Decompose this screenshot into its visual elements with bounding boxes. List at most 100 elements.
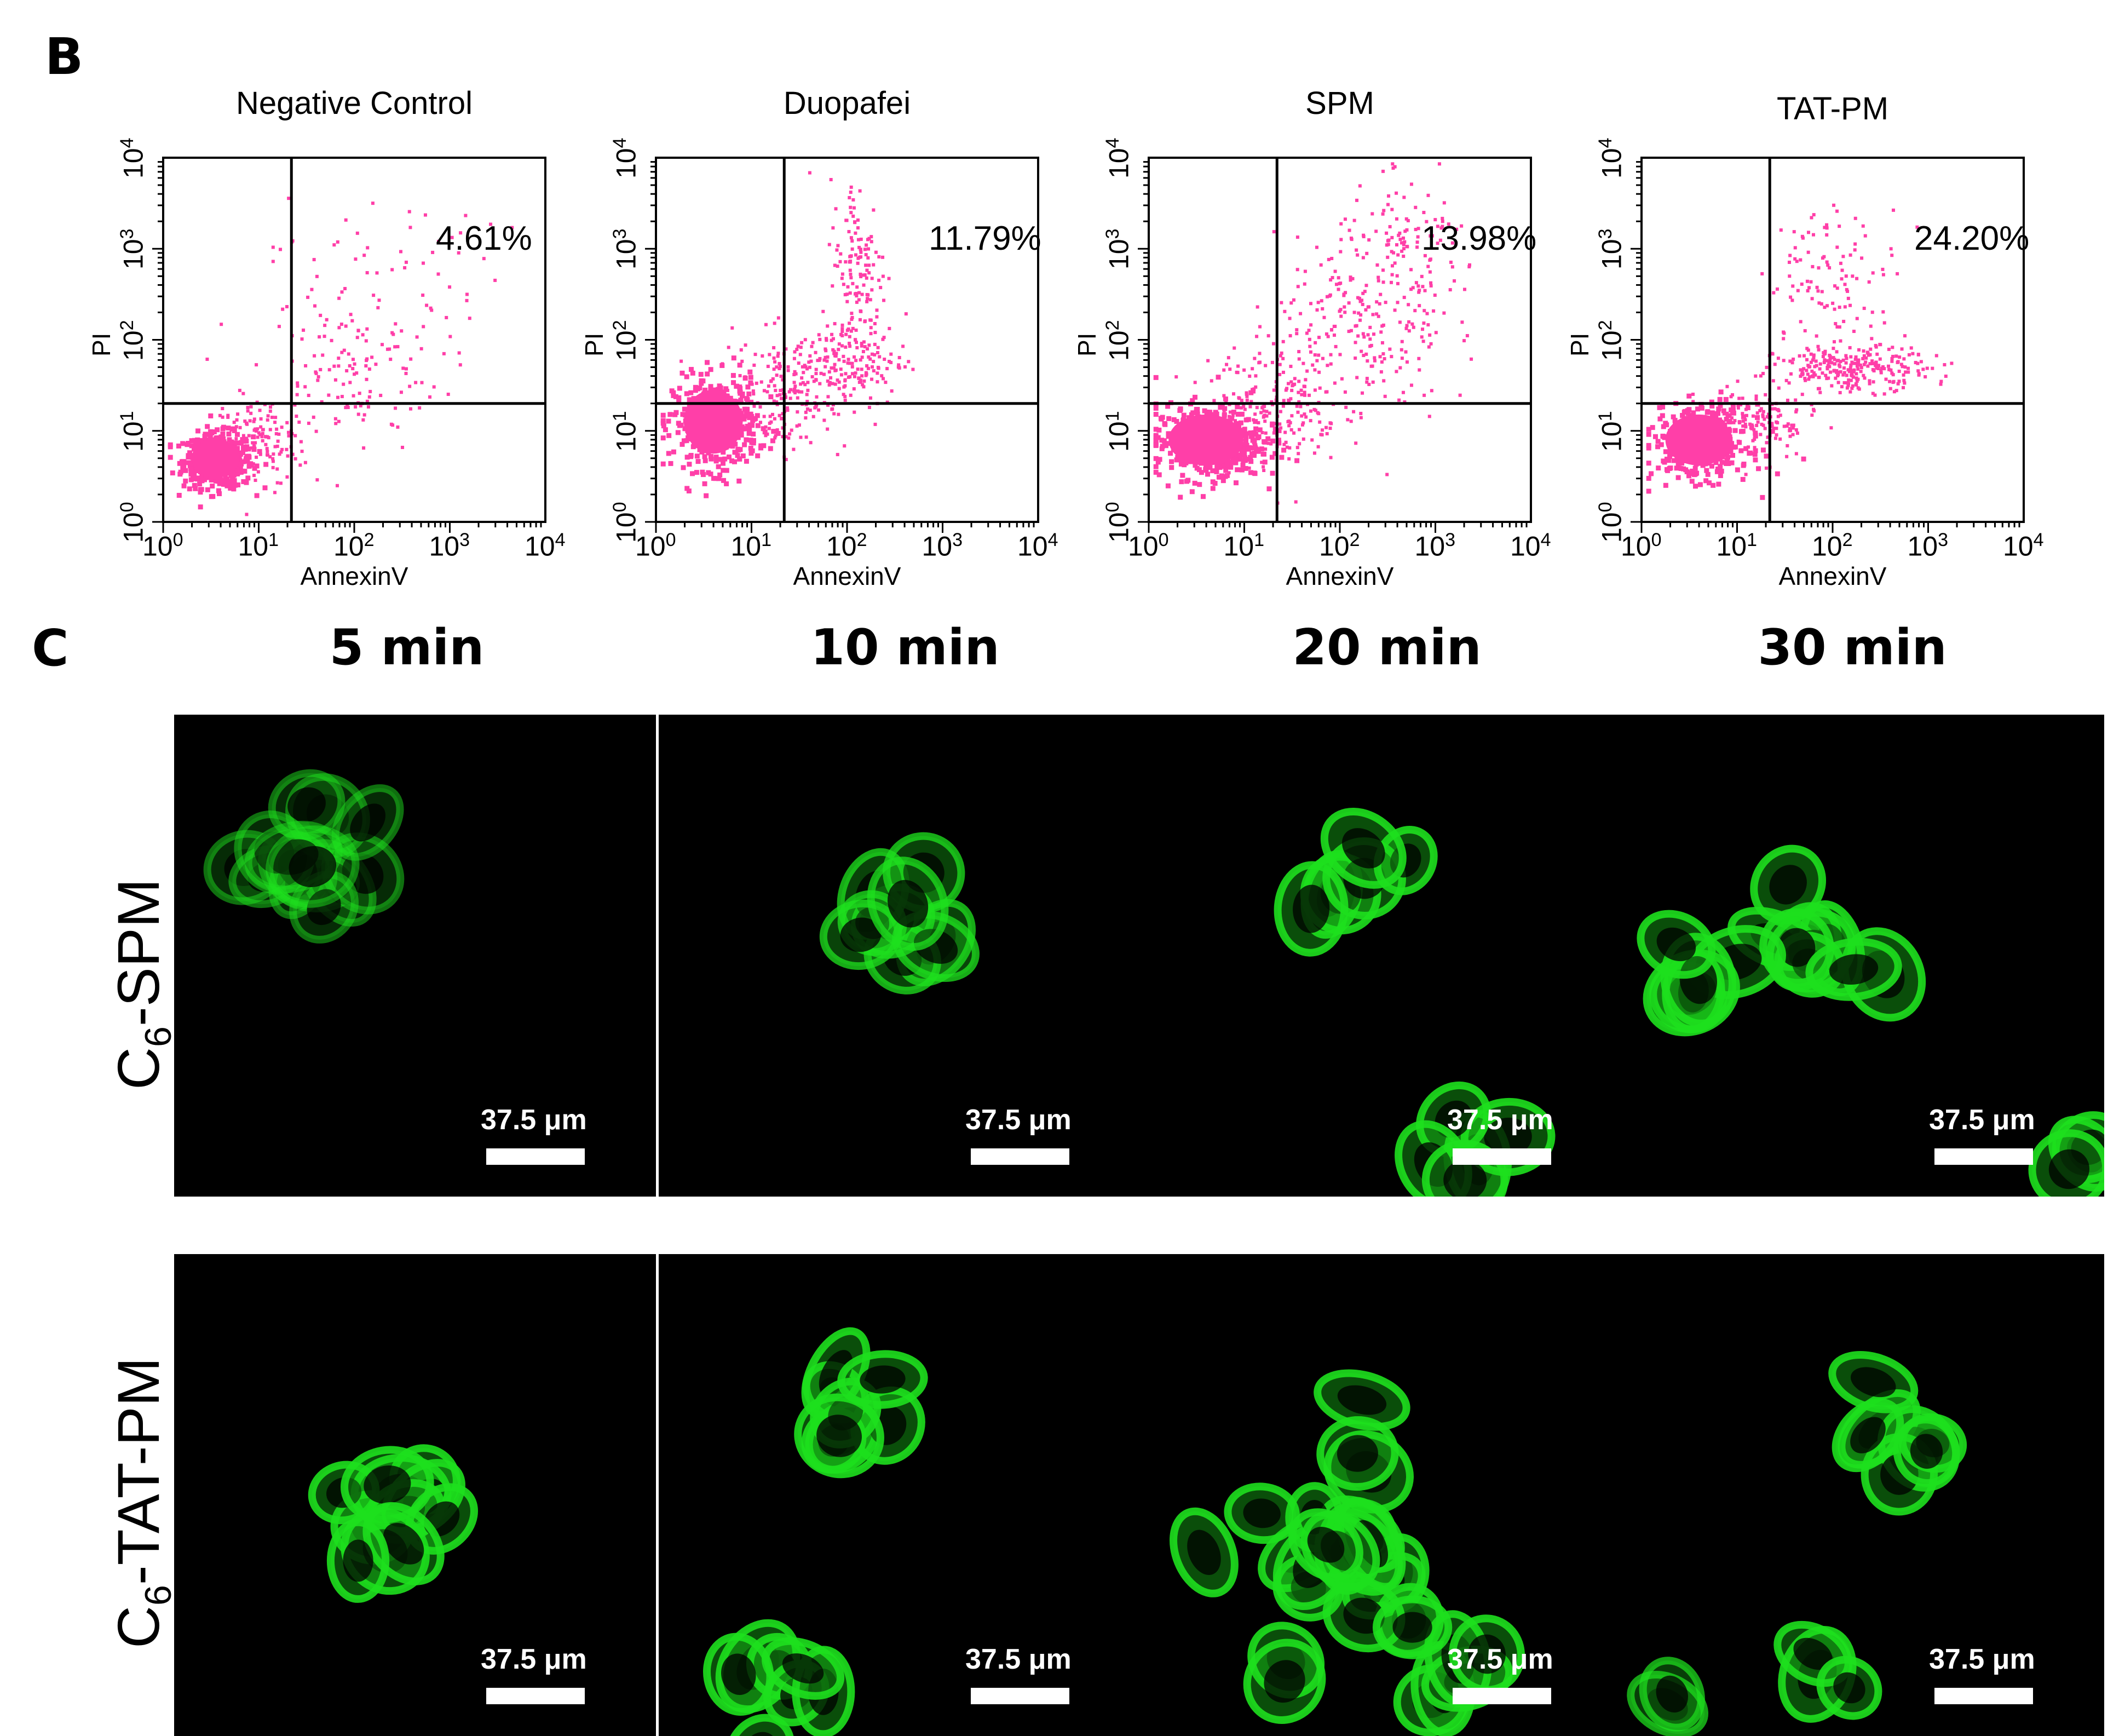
scatter-point: [1746, 404, 1749, 407]
scatter-point: [737, 363, 742, 368]
scatter-point: [1803, 329, 1807, 332]
scatter-point: [876, 371, 879, 375]
scatter-point: [1848, 390, 1852, 394]
scatter-point: [1313, 388, 1317, 392]
scatter-point: [1772, 291, 1776, 295]
scatter-point: [465, 292, 469, 296]
scatter-point: [1294, 500, 1298, 504]
scatter-point: [1299, 405, 1303, 409]
scatter-point: [860, 374, 864, 378]
scatter-point: [1193, 394, 1198, 400]
scatter-point: [873, 342, 877, 346]
scatter-point: [1881, 310, 1885, 314]
scatter-point: [1799, 258, 1802, 262]
scatter-point: [1751, 439, 1755, 442]
scatter-point: [1302, 421, 1305, 425]
scatter-point: [815, 403, 819, 407]
y-tick-label: 100: [117, 502, 149, 543]
row-label-c6-spm: C6-SPM: [104, 878, 180, 1090]
scatter-point: [245, 513, 249, 516]
scatter-point: [263, 462, 269, 467]
scatter-point: [771, 377, 775, 381]
scatter-point: [786, 369, 790, 372]
scatter-point: [682, 406, 687, 412]
scatter-point: [408, 407, 412, 411]
scatter-point: [1358, 184, 1362, 188]
scatter-point: [845, 292, 849, 296]
scatter-point: [1352, 410, 1356, 413]
scatter-point: [1252, 433, 1256, 436]
scatter-point: [1356, 334, 1360, 338]
scatter-point: [1836, 374, 1840, 378]
scatter-point: [859, 272, 862, 276]
scatter-point: [735, 453, 740, 458]
scatter-point: [279, 481, 283, 485]
scatter-point: [234, 432, 240, 437]
scatter-point: [825, 359, 829, 363]
scatter-point: [884, 381, 888, 384]
scatter-point: [1420, 335, 1424, 339]
scatter-point: [814, 378, 818, 382]
scatter-point: [400, 329, 404, 333]
scatter-point: [273, 445, 277, 449]
scatter-point: [1308, 337, 1311, 341]
scatter-point: [1402, 247, 1406, 251]
scatter-point: [1375, 263, 1379, 267]
scatter-point: [303, 385, 307, 389]
scatter-point: [188, 472, 194, 477]
scatter-point: [761, 354, 764, 358]
scatter-point: [1436, 225, 1439, 228]
scatter-point: [180, 441, 186, 446]
scatter-point: [862, 385, 866, 389]
scatter-point: [1829, 426, 1833, 430]
scatter-point: [1262, 447, 1265, 451]
scatter-point: [1315, 359, 1319, 363]
scatter-point: [1817, 348, 1821, 352]
scatter-point: [199, 438, 204, 443]
scatter-point: [748, 428, 752, 432]
scatter-point: [1871, 392, 1875, 395]
scatter-point: [1790, 423, 1794, 427]
scatter-point: [1243, 407, 1247, 411]
scatter-point: [1278, 372, 1282, 376]
scatter-point: [1390, 264, 1394, 268]
scatter-point: [834, 354, 838, 358]
scatter-point: [1303, 393, 1307, 397]
scatter-point: [1162, 441, 1167, 447]
scatter-point: [255, 363, 258, 367]
scatter-point: [1349, 419, 1353, 423]
scatter-point: [821, 309, 825, 313]
scatter-point: [1245, 398, 1249, 402]
scatter-point: [280, 447, 284, 451]
scatter-point: [751, 432, 756, 437]
scatter-point: [1354, 341, 1357, 344]
scatter-point: [1847, 370, 1851, 373]
scatter-point: [1754, 374, 1758, 378]
scatter-point: [1876, 366, 1880, 370]
scatter-point: [188, 466, 194, 472]
scatter-point: [457, 351, 461, 355]
scatter-point: [694, 453, 700, 459]
scatter-point: [1253, 419, 1258, 424]
scatter-point: [1153, 412, 1159, 417]
scatter-point: [1816, 289, 1820, 293]
x-axis-label: AnnexinV: [793, 562, 901, 590]
scatter-point: [187, 450, 193, 456]
scatter-point: [1293, 377, 1297, 381]
scatter-point: [854, 231, 857, 235]
scatter-point: [1736, 406, 1740, 410]
scatter-point: [1763, 427, 1767, 430]
plot-title: Negative Control: [236, 85, 473, 121]
scatter-point: [1914, 361, 1917, 365]
scatter-point: [675, 430, 681, 435]
scatter-point: [422, 325, 425, 329]
y-tick-label: 101: [1102, 411, 1135, 452]
scatter-point: [181, 468, 186, 473]
scatter-point: [1830, 384, 1834, 388]
scatter-point: [876, 350, 879, 354]
scatter-point: [1402, 243, 1406, 246]
scatter-point: [1803, 377, 1807, 381]
scatter-point: [1358, 318, 1362, 322]
scatter-point: [1416, 227, 1420, 231]
scatter-point: [1418, 304, 1421, 308]
